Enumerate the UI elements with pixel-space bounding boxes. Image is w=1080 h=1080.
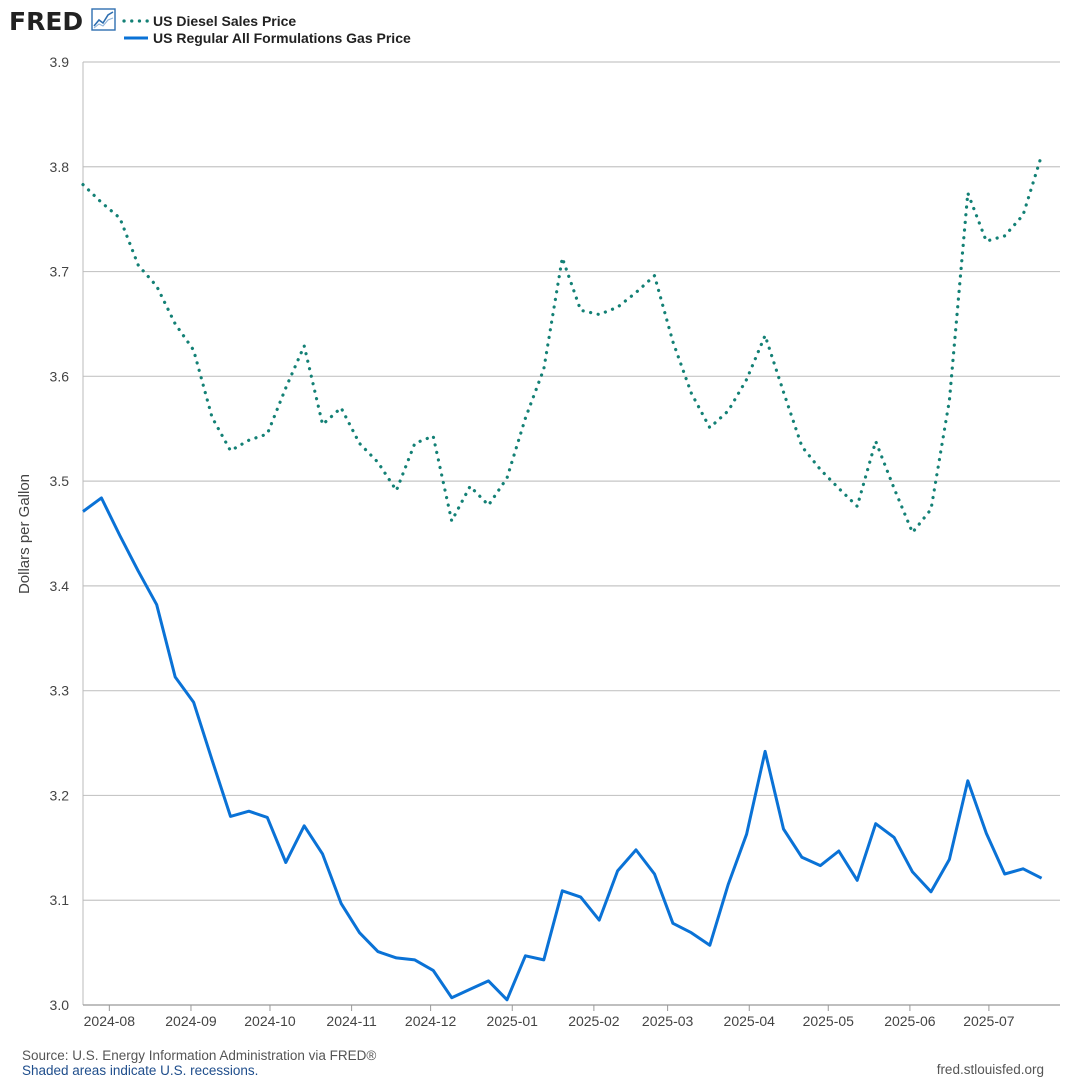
y-tick-label: 3.7: [50, 264, 70, 280]
y-tick-label: 3.4: [50, 578, 70, 594]
x-tick-label: 2024-09: [165, 1013, 217, 1029]
y-axis-title: Dollars per Gallon: [16, 474, 33, 594]
x-tick-label: 2025-03: [642, 1013, 694, 1029]
fred-logo-text: FRED: [9, 7, 83, 36]
y-tick-label: 3.1: [50, 892, 70, 908]
y-tick-label: 3.2: [50, 787, 70, 803]
x-tick-label: 2025-01: [487, 1013, 539, 1029]
line-chart-icon: [91, 8, 116, 31]
legend-label: US Regular All Formulations Gas Price: [153, 30, 411, 46]
recession-note[interactable]: Shaded areas indicate U.S. recessions.: [22, 1063, 259, 1078]
legend-label: US Diesel Sales Price: [153, 13, 296, 29]
x-axis: 2024-08 2024-09 2024-10 2024-11 2024-12 2025-…: [83, 1004, 1060, 1029]
y-tick-label: 3.6: [50, 368, 70, 384]
gas-price-line: [82, 496, 1043, 1002]
x-tick-label: 2025-02: [568, 1013, 620, 1029]
x-tick-label: 2025-06: [884, 1013, 936, 1029]
y-tick-label: 3.9: [50, 54, 70, 70]
x-tick-label: 2025-04: [724, 1013, 776, 1029]
diesel-price-line: [81, 153, 1044, 535]
grid-lines: [83, 61, 1060, 901]
y-tick-label: 3.3: [50, 683, 70, 699]
y-tick-label: 3.0: [50, 997, 70, 1013]
source-note: Source: U.S. Energy Information Administ…: [22, 1048, 377, 1063]
fred-logo[interactable]: FRED: [9, 7, 116, 36]
y-axis: 3.0 3.1 3.2 3.3 3.4 3.5 3.6 3.7 3.8 3.9: [50, 54, 84, 1013]
y-tick-label: 3.5: [50, 473, 70, 489]
x-tick-label: 2024-10: [244, 1013, 296, 1029]
y-tick-label: 3.8: [50, 159, 70, 175]
x-tick-label: 2024-12: [405, 1013, 457, 1029]
x-tick-label: 2025-07: [963, 1013, 1015, 1029]
x-tick-label: 2025-05: [803, 1013, 855, 1029]
fred-url[interactable]: fred.stlouisfed.org: [936, 1062, 1044, 1077]
x-tick-label: 2024-11: [326, 1013, 377, 1029]
series-group: [81, 153, 1044, 1002]
x-tick-label: 2024-08: [84, 1013, 136, 1029]
